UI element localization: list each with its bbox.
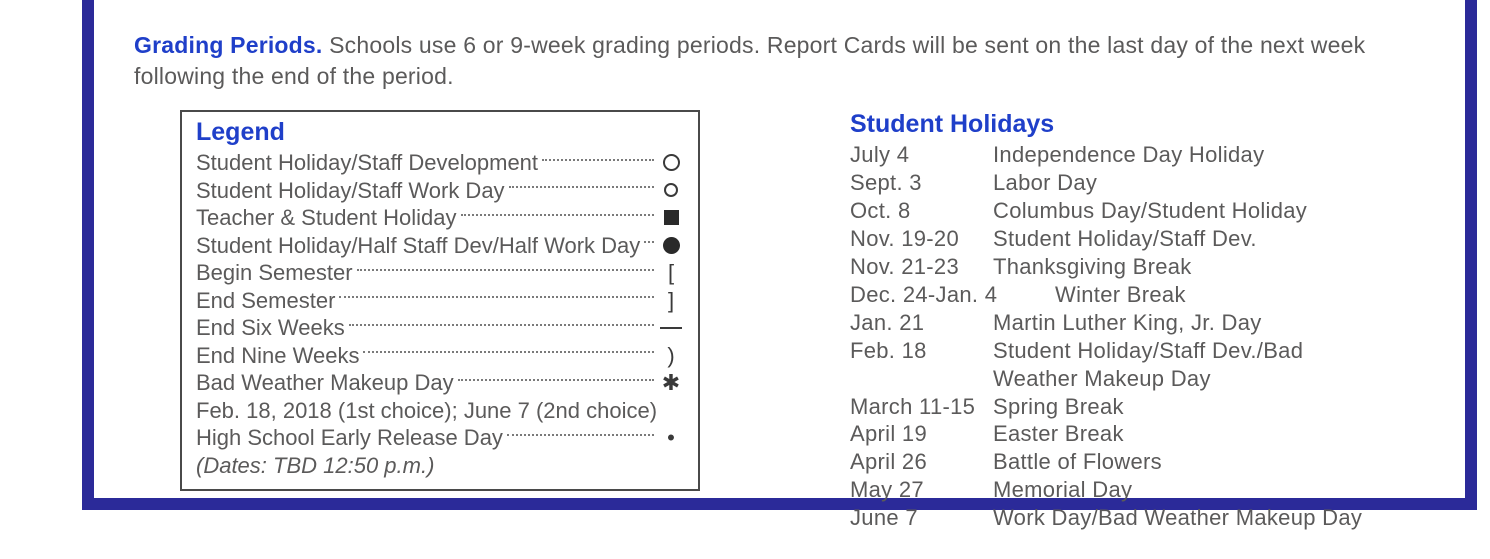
holiday-name: Student Holiday/Staff Dev. [993, 225, 1410, 253]
holiday-row: July 4Independence Day Holiday [850, 141, 1410, 169]
grading-periods-intro: Grading Periods. Schools use 6 or 9-week… [134, 30, 1425, 92]
dot-leader [458, 379, 654, 381]
holiday-name: Easter Break [993, 420, 1410, 448]
dot-leader [363, 351, 654, 353]
asterisk-icon: ✱ [658, 369, 684, 397]
holiday-name: Work Day/Bad Weather Makeup Day [993, 504, 1410, 532]
student-holidays-title: Student Holidays [850, 110, 1410, 139]
holiday-date: Nov. 21-23 [850, 253, 993, 281]
legend-item: Student Holiday/Staff Work Day [196, 177, 684, 205]
underline-icon [658, 327, 684, 329]
calendar-info-panel: Grading Periods. Schools use 6 or 9-week… [82, 0, 1477, 510]
dot-leader [339, 296, 654, 298]
holiday-date [850, 365, 993, 393]
legend-item: Teacher & Student Holiday [196, 204, 684, 232]
holiday-date: June 7 [850, 504, 993, 532]
holiday-name: Weather Makeup Day [993, 365, 1410, 393]
holiday-date: Jan. 21 [850, 309, 993, 337]
filled-square-icon [658, 210, 684, 225]
holiday-name: Winter Break [1055, 281, 1410, 309]
holiday-date: Dec. 24-Jan. 4 [850, 281, 1055, 309]
holiday-name: Columbus Day/Student Holiday [993, 197, 1410, 225]
legend-label: Student Holiday/Half Staff Dev/Half Work… [196, 232, 640, 260]
dot-leader [357, 269, 654, 271]
legend-item: Begin Semester [ [196, 259, 684, 287]
legend-label: Student Holiday/Staff Development [196, 149, 538, 177]
legend-item: End Six Weeks [196, 314, 684, 342]
dot-leader [509, 186, 654, 188]
bullet-icon: • [658, 427, 684, 449]
dot-leader [644, 241, 654, 243]
holiday-name: Spring Break [993, 393, 1410, 421]
open-bracket-icon: [ [658, 259, 684, 287]
legend-item: End Semester] [196, 287, 684, 315]
holiday-row: Oct. 8Columbus Day/Student Holiday [850, 197, 1410, 225]
legend-label: Begin Semester [196, 259, 353, 287]
legend-label: High School Early Release Day [196, 424, 503, 452]
open-circle-icon [658, 154, 684, 171]
dot-leader [542, 159, 654, 161]
holiday-row: Dec. 24-Jan. 4Winter Break [850, 281, 1410, 309]
holiday-row: Jan. 21Martin Luther King, Jr. Day [850, 309, 1410, 337]
holiday-date: Nov. 19-20 [850, 225, 993, 253]
legend-note-early-release-times: (Dates: TBD 12:50 p.m.) [196, 452, 684, 480]
content-columns: Legend Student Holiday/Staff Development… [134, 110, 1425, 532]
holiday-name: Labor Day [993, 169, 1410, 197]
holiday-date: Feb. 18 [850, 337, 993, 365]
filled-circle-icon [658, 237, 684, 254]
holiday-row: Nov. 21-23Thanksgiving Break [850, 253, 1410, 281]
holiday-date: March 11-15 [850, 393, 993, 421]
legend-item: Student Holiday/Half Staff Dev/Half Work… [196, 232, 684, 260]
legend-item-early-release: High School Early Release Day • [196, 424, 684, 452]
holiday-row: Sept. 3Labor Day [850, 169, 1410, 197]
legend-label: End Six Weeks [196, 314, 345, 342]
legend-item: End Nine Weeks) [196, 342, 684, 370]
legend-label: Student Holiday/Staff Work Day [196, 177, 505, 205]
holiday-date: April 19 [850, 420, 993, 448]
holiday-row: Feb. 18Student Holiday/Staff Dev./Bad [850, 337, 1410, 365]
holiday-name: Memorial Day [993, 476, 1410, 504]
student-holidays-section: Student Holidays July 4Independence Day … [850, 110, 1410, 532]
legend-item: Bad Weather Makeup Day ✱ [196, 369, 684, 397]
holiday-name: Martin Luther King, Jr. Day [993, 309, 1410, 337]
open-circle-small-icon [658, 183, 684, 197]
holiday-date: May 27 [850, 476, 993, 504]
holiday-date: April 26 [850, 448, 993, 476]
holiday-name: Independence Day Holiday [993, 141, 1410, 169]
legend-label: Teacher & Student Holiday [196, 204, 457, 232]
dot-leader [507, 434, 654, 436]
dot-leader [461, 214, 655, 216]
legend-note-bad-weather-choices: Feb. 18, 2018 (1st choice); June 7 (2nd … [196, 397, 684, 425]
legend-label: Bad Weather Makeup Day [196, 369, 454, 397]
legend-title: Legend [196, 118, 684, 147]
holiday-date: July 4 [850, 141, 993, 169]
holiday-row: April 19Easter Break [850, 420, 1410, 448]
holiday-name: Thanksgiving Break [993, 253, 1410, 281]
holiday-row: April 26Battle of Flowers [850, 448, 1410, 476]
legend-box: Legend Student Holiday/Staff Development… [180, 110, 700, 491]
holiday-date: Sept. 3 [850, 169, 993, 197]
holiday-name: Battle of Flowers [993, 448, 1410, 476]
holiday-row: Nov. 19-20Student Holiday/Staff Dev. [850, 225, 1410, 253]
holiday-row: May 27Memorial Day [850, 476, 1410, 504]
holiday-name: Student Holiday/Staff Dev./Bad [993, 337, 1410, 365]
holiday-row: Weather Makeup Day [850, 365, 1410, 393]
dot-leader [349, 324, 654, 326]
holiday-date: Oct. 8 [850, 197, 993, 225]
holiday-row: March 11-15Spring Break [850, 393, 1410, 421]
close-paren-icon: ) [658, 342, 684, 370]
close-bracket-icon: ] [658, 287, 684, 315]
holiday-row: June 7Work Day/Bad Weather Makeup Day [850, 504, 1410, 532]
legend-label: End Nine Weeks [196, 342, 359, 370]
legend-item: Student Holiday/Staff Development [196, 149, 684, 177]
legend-label: End Semester [196, 287, 335, 315]
intro-lead: Grading Periods. [134, 32, 323, 58]
